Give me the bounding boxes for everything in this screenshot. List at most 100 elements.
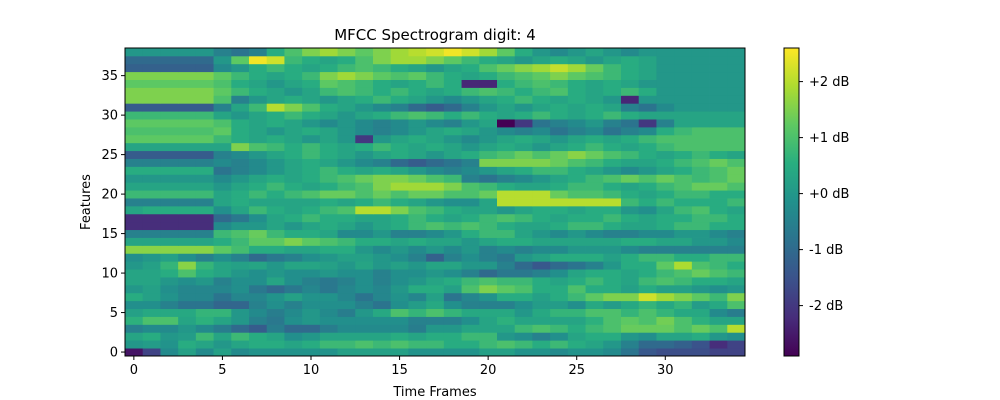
heatmap-cell: [355, 126, 374, 136]
heatmap-cell: [337, 166, 356, 175]
heatmap-cell: [532, 348, 551, 357]
heatmap-cell: [195, 340, 214, 349]
heatmap-cell: [302, 261, 321, 270]
heatmap-cell: [355, 119, 374, 128]
heatmap-cell: [355, 292, 374, 302]
heatmap-cell: [691, 269, 710, 278]
heatmap-cell: [319, 95, 338, 104]
heatmap-cell: [479, 205, 498, 215]
heatmap-cell: [302, 55, 321, 65]
heatmap-cell: [656, 55, 675, 65]
heatmap-cell: [408, 119, 427, 128]
heatmap-cell: [266, 126, 285, 136]
heatmap-cell: [426, 284, 445, 294]
heatmap-cell: [302, 158, 321, 167]
heatmap-cell: [337, 87, 356, 96]
heatmap-cell: [567, 166, 586, 175]
heatmap-cell: [266, 340, 285, 349]
x-tick-label: 20: [480, 363, 497, 378]
heatmap-cell: [266, 55, 285, 65]
heatmap-cell: [160, 142, 179, 152]
heatmap-cell: [550, 316, 569, 325]
heatmap-cell: [638, 284, 657, 294]
heatmap-cell: [355, 205, 374, 215]
heatmap-cell: [355, 316, 374, 325]
heatmap-cell: [337, 253, 356, 262]
heatmap-cell: [691, 150, 710, 159]
heatmap-cell: [709, 269, 728, 278]
heatmap-cell: [443, 48, 462, 57]
heatmap-cell: [125, 174, 144, 183]
heatmap-cell: [390, 48, 409, 57]
heatmap-cell: [514, 166, 533, 175]
heatmap-cell: [603, 166, 622, 175]
heatmap-cell: [373, 300, 392, 310]
heatmap-cell: [337, 182, 356, 191]
heatmap-cell: [160, 79, 179, 88]
heatmap-cell: [125, 142, 144, 152]
heatmap-cell: [302, 111, 321, 120]
y-tick-label: 35: [101, 69, 118, 84]
heatmap-cell: [567, 213, 586, 223]
heatmap-cell: [408, 340, 427, 349]
heatmap-cell: [142, 174, 161, 183]
heatmap-cell: [373, 103, 392, 112]
heatmap-cell: [638, 126, 657, 136]
heatmap-cell: [408, 103, 427, 112]
heatmap-cell: [621, 221, 640, 231]
heatmap-cell: [213, 103, 232, 112]
heatmap-cell: [249, 166, 268, 175]
heatmap-cell: [621, 324, 640, 333]
heatmap-cell: [514, 190, 533, 199]
heatmap-cell: [479, 95, 498, 104]
heatmap-cell: [709, 111, 728, 120]
heatmap-cell: [497, 142, 516, 152]
heatmap-cell: [178, 166, 197, 175]
heatmap-cell: [567, 87, 586, 96]
heatmap-cell: [585, 284, 604, 294]
heatmap-cell: [284, 269, 303, 278]
heatmap-cell: [213, 253, 232, 262]
heatmap-cell: [621, 269, 640, 278]
heatmap-cell: [479, 229, 498, 238]
heatmap-cell: [231, 55, 250, 65]
heatmap-cell: [355, 150, 374, 159]
heatmap-cell: [550, 166, 569, 175]
heatmap-cell: [249, 142, 268, 152]
heatmap-cell: [178, 292, 197, 302]
heatmap-cell: [426, 229, 445, 238]
heatmap-cell: [249, 55, 268, 65]
heatmap-cell: [567, 308, 586, 317]
heatmap-cell: [656, 277, 675, 286]
heatmap-cell: [408, 245, 427, 254]
heatmap-cell: [532, 142, 551, 152]
heatmap-cell: [479, 190, 498, 199]
heatmap-cell: [125, 316, 144, 325]
heatmap-cell: [302, 277, 321, 286]
heatmap-cell: [125, 150, 144, 159]
heatmap-cell: [178, 182, 197, 191]
heatmap-cell: [691, 340, 710, 349]
heatmap-cell: [319, 316, 338, 325]
heatmap-cell: [319, 253, 338, 262]
heatmap-cell: [160, 103, 179, 112]
heatmap-cell: [567, 119, 586, 128]
heatmap-cell: [443, 316, 462, 325]
heatmap-cell: [373, 182, 392, 191]
heatmap-cell: [266, 166, 285, 175]
heatmap-cell: [213, 348, 232, 357]
heatmap-cell: [674, 253, 693, 262]
heatmap-cell: [656, 340, 675, 349]
heatmap-cell: [550, 348, 569, 357]
heatmap-cell: [249, 158, 268, 167]
heatmap-cell: [656, 111, 675, 120]
heatmap-cell: [479, 316, 498, 325]
heatmap-cell: [125, 284, 144, 294]
heatmap-cell: [709, 316, 728, 325]
heatmap-cell: [514, 292, 533, 302]
heatmap-cell: [319, 119, 338, 128]
heatmap-cell: [567, 182, 586, 191]
colorbar: [784, 48, 799, 356]
heatmap-cell: [337, 119, 356, 128]
heatmap-cell: [638, 87, 657, 96]
